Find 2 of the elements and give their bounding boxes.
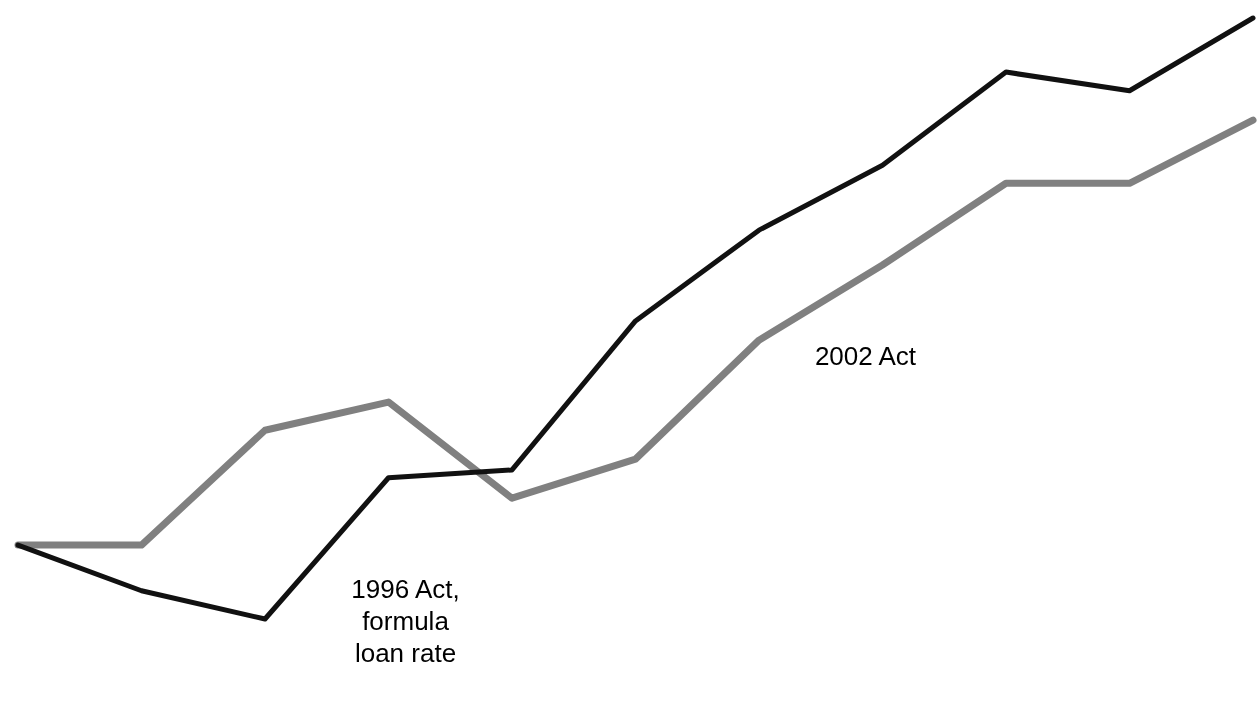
series-label: 1996 Act, formula loan rate: [351, 573, 460, 668]
series-label: 2002 Act: [814, 341, 917, 372]
